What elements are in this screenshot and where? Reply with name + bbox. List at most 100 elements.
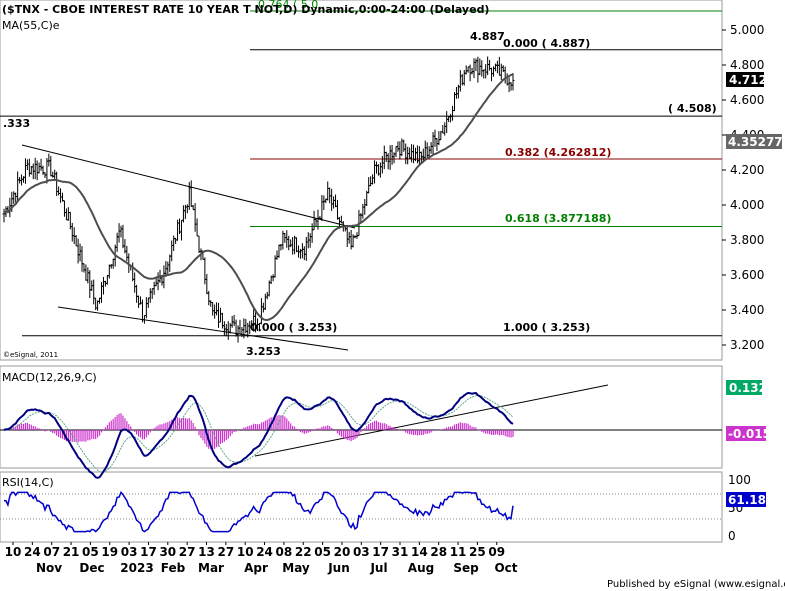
x-axis-months: Nov Dec 2023 Feb Mar Apr May Jun Jul Aug Sep Oct [36, 561, 518, 575]
ma-value-box [726, 134, 782, 149]
x-month-label: Jun [327, 561, 350, 575]
candle-bar [449, 113, 453, 123]
price-tick-label: 3.600 [730, 268, 764, 282]
candle-bar [41, 165, 45, 175]
candle-bar [148, 288, 152, 303]
candle-bar [371, 174, 375, 185]
price-tick-label: 3.200 [730, 338, 764, 352]
x-month-label: Feb [161, 561, 186, 575]
x-day-label: 17 [372, 545, 389, 559]
fib-label-0382: 0.382 (4.262812) [505, 146, 611, 159]
x-day-label: 09 [488, 545, 505, 559]
rsi-label: RSI(14,C) [2, 476, 54, 489]
candle-bar [384, 151, 388, 162]
candle-bar [193, 203, 197, 232]
candle-bar [146, 297, 150, 308]
candle-bar [287, 235, 291, 251]
candle-bar [135, 284, 139, 303]
candle-bar [209, 300, 213, 307]
candle-bar [62, 200, 66, 217]
candle-bar [509, 82, 513, 91]
price-tick-label: 4.200 [730, 163, 764, 177]
candle-bar [302, 246, 306, 261]
candle-bar [271, 274, 275, 282]
x-day-label: 30 [159, 545, 176, 559]
x-day-label: 03 [121, 545, 138, 559]
macd-signal-line [3, 395, 514, 473]
macd-panel-frame [0, 365, 723, 469]
x-month-label: Oct [494, 561, 517, 575]
candle-bar [115, 232, 119, 252]
price-tick-label: 4.000 [730, 198, 764, 212]
chart-title: ($TNX - CBOE INTEREST RATE 10 YEAR T NOT… [2, 3, 489, 16]
x-month-label: 2023 [120, 561, 153, 575]
x-month-label: May [282, 561, 310, 575]
candle-bar [213, 304, 217, 319]
candle-bar [437, 131, 441, 146]
fib-label-4508: ( 4.508) [668, 102, 717, 115]
candle-bar [345, 224, 349, 247]
candle-bar [66, 207, 70, 221]
candle-bar [304, 236, 308, 261]
macd-value: 0.132 [729, 381, 767, 395]
candle-bar [339, 215, 343, 224]
candle-bar [277, 244, 281, 258]
candle-bar [499, 63, 503, 80]
candle-bar [423, 140, 427, 161]
candle-bar [431, 132, 435, 155]
candle-bar [466, 66, 470, 73]
fib-label-1000: 1.000 ( 3.253) [503, 321, 590, 334]
candle-bar [16, 171, 20, 202]
candle-bar [84, 264, 88, 281]
watermark: ©eSignal, 2011 [3, 351, 58, 359]
price-tick-label: 5.000 [730, 23, 764, 37]
candle-bar [470, 67, 474, 75]
left-level-label: .333 [3, 117, 30, 130]
x-day-label: 10 [237, 545, 254, 559]
candle-bar [374, 161, 378, 174]
candle-bar [111, 258, 115, 269]
candle-bar [406, 146, 410, 165]
candle-bar [435, 138, 439, 151]
candle-bar [35, 160, 39, 181]
candle-bar [300, 243, 304, 259]
price-tick-label: 3.800 [730, 233, 764, 247]
rsi-value: 61.189 [728, 493, 774, 507]
candle-bar [137, 295, 141, 308]
candle-bar [493, 63, 497, 72]
candles [2, 56, 515, 343]
candle-bar [328, 187, 332, 204]
candle-bar [388, 145, 392, 170]
candle-bar [12, 191, 16, 204]
candle-bar [394, 146, 398, 157]
candle-bar [361, 203, 365, 219]
candle-bar [402, 139, 406, 152]
fib-label-4887: 0.000 ( 4.887) [503, 37, 590, 50]
rsi-tick-0: 0 [728, 529, 736, 543]
candle-bar [490, 67, 494, 82]
x-day-label: 28 [430, 545, 447, 559]
candle-bar [107, 264, 111, 279]
candle-bar [105, 274, 109, 285]
candle-bar [314, 218, 318, 227]
candle-bar [373, 160, 377, 184]
candle-bar [217, 302, 221, 328]
candle-bar [72, 227, 76, 245]
candle-bar [308, 233, 312, 248]
candle-bar [410, 144, 414, 163]
candle-bar [511, 73, 515, 91]
candle-bar [412, 144, 416, 164]
candle-bar [265, 291, 269, 300]
ma-55-line [3, 73, 514, 322]
candle-bar [33, 157, 37, 180]
candle-bar [121, 224, 125, 249]
candle-bar [55, 171, 59, 197]
candle-bar [507, 77, 511, 93]
macd-line [3, 391, 514, 479]
x-axis-days: 10 24 07 21 05 19 03 17 30 27 13 27 10 24 08 22 05 20 03 17… [5, 542, 505, 559]
candle-bar [125, 245, 129, 262]
candle-bar [226, 321, 230, 340]
candle-bar [363, 198, 367, 215]
candle-bar [39, 158, 43, 171]
